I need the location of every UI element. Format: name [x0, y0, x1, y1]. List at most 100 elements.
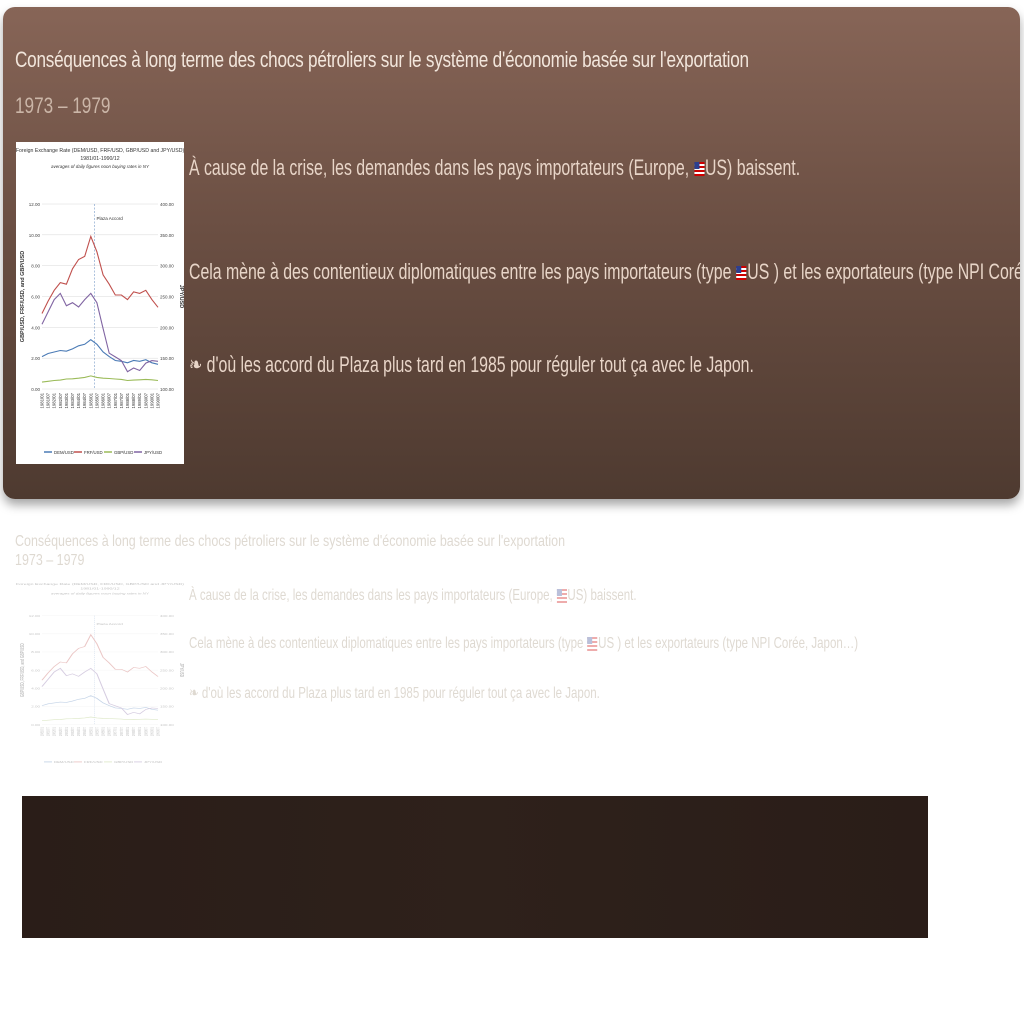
- x-tick-label: 1983/01: [64, 727, 69, 736]
- series-line-frf-usd: [41, 234, 159, 314]
- x-tick-label: 1985/07: [94, 392, 99, 408]
- bullet-2-post: ) et les exportateurs (type NPI Corée, J…: [773, 259, 1020, 284]
- reflection-fleuron-icon: ❧: [189, 685, 199, 702]
- legend-label: GBP/USD: [114, 450, 133, 455]
- reflection-bullet-3-text: d'où les accord du Plaza plus tard en 19…: [198, 685, 600, 702]
- reflection-bullet-3: ❧ d'où les accord du Plaza plus tard en …: [189, 683, 600, 703]
- us-flag-icon: [556, 588, 567, 603]
- legend-label: FRF/USD: [84, 450, 103, 455]
- series-line-jpy-usd: [41, 292, 159, 373]
- slide-title: Conséquences à long terme des chocs pétr…: [15, 47, 749, 72]
- x-tick-label: 1990/01: [150, 727, 155, 736]
- x-tick-label: 1986/07: [107, 392, 112, 408]
- chart-subtitle: 1981/01-1990/12: [80, 587, 120, 591]
- bullet-3-text: d'où les accord du Plaza plus tard en 19…: [202, 352, 754, 377]
- y-tick-label: 2.00: [31, 706, 40, 709]
- legend-label: JPY/USD: [144, 450, 162, 455]
- y2-tick-label: 400.00: [160, 615, 174, 618]
- x-tick-label: 1982/01: [52, 727, 57, 736]
- legend-label: DEM/USD: [54, 450, 74, 455]
- x-tick-label: 1987/07: [119, 392, 124, 408]
- legend-label: JPY/USD: [144, 761, 163, 764]
- reflection-bullet-2-pre: Cela mène à des contentieux diplomatique…: [189, 635, 587, 652]
- reflection-chart: Foreign Exchange Rate (DEM/USD, FRF/USD,…: [16, 579, 185, 769]
- chart-subtitle: 1981/01-1990/12: [80, 156, 119, 162]
- slide-subtitle: 1973 – 1979: [15, 93, 111, 118]
- reflection-bullet-2-flag: US: [598, 635, 615, 652]
- y2-tick-label: 150.00: [160, 706, 174, 709]
- x-tick-label: 1984/07: [83, 727, 88, 736]
- dark-panel: [22, 796, 928, 938]
- y2-tick-label: 250.00: [160, 669, 174, 672]
- series-line-frf-usd: [41, 633, 159, 681]
- bullet-1-pre: À cause de la crise, les demandes dans l…: [189, 155, 694, 180]
- bullet-2: Cela mène à des contentieux diplomatique…: [189, 259, 1020, 285]
- x-tick-label: 1985/01: [88, 392, 93, 408]
- reflection-bullet-1-post: ) baissent.: [583, 587, 637, 604]
- y-tick-label: 4.00: [31, 687, 40, 690]
- x-tick-label: 1987/07: [119, 727, 124, 736]
- x-tick-label: 1988/01: [125, 392, 130, 408]
- legend-label: DEM/USD: [54, 761, 74, 764]
- bullet-1-post: ) baissent.: [727, 155, 801, 180]
- chart-note: averages of daily figures noon buying ra…: [51, 592, 150, 595]
- x-tick-label: 1988/07: [131, 727, 136, 736]
- us-flag-icon: [587, 636, 598, 651]
- bullet-2-flag: US: [747, 259, 770, 284]
- x-tick-label: 1989/01: [138, 727, 143, 736]
- y2-tick-label: 350.00: [160, 633, 174, 636]
- x-tick-label: 1986/07: [107, 727, 112, 736]
- fleuron-bullet-icon: ❧: [189, 352, 203, 377]
- y2-tick-label: 400.00: [160, 202, 174, 207]
- slide-card: Conséquences à long terme des chocs pétr…: [3, 7, 1020, 499]
- series-line-jpy-usd: [41, 667, 159, 715]
- x-tick-label: 1985/01: [89, 727, 94, 736]
- reflection-bullet-1-pre: À cause de la crise, les demandes dans l…: [189, 587, 556, 604]
- y-tick-label: 8.00: [31, 651, 40, 654]
- plaza-accord-label: Plaza Accord: [97, 623, 123, 626]
- y-tick-label: 6.00: [31, 295, 40, 300]
- x-tick-label: 1981/01: [40, 727, 45, 736]
- x-tick-label: 1981/07: [46, 392, 51, 408]
- x-tick-label: 1984/07: [82, 392, 87, 408]
- chart-svg: Foreign Exchange Rate (DEM/USD, FRF/USD,…: [16, 148, 185, 455]
- y-axis-label: GBP/USD, FRF/USD, and GBP/USD: [20, 251, 26, 342]
- us-flag-icon: [736, 266, 747, 281]
- x-tick-label: 1990/07: [156, 727, 161, 736]
- y-tick-label: 0.00: [31, 724, 40, 727]
- plaza-accord-label: Plaza Accord: [97, 216, 124, 221]
- series-line-gbp-usd: [41, 716, 159, 721]
- bullet-1-flag: US: [705, 155, 728, 180]
- x-tick-label: 1982/07: [58, 392, 63, 408]
- y2-tick-label: 200.00: [160, 687, 174, 690]
- x-tick-label: 1984/01: [76, 727, 81, 736]
- bullet-1: À cause de la crise, les demandes dans l…: [189, 155, 800, 181]
- reflection-title: Conséquences à long terme des chocs pétr…: [15, 533, 566, 550]
- legend-label: FRF/USD: [84, 761, 103, 764]
- x-tick-label: 1986/01: [101, 392, 106, 408]
- bullet-3: ❧ d'où les accord du Plaza plus tard en …: [189, 352, 754, 378]
- legend-label: GBP/USD: [114, 761, 134, 764]
- reflection-subtitle: 1973 – 1979: [15, 552, 85, 569]
- x-tick-label: 1987/01: [113, 392, 118, 408]
- x-tick-label: 1987/01: [113, 727, 118, 736]
- x-tick-label: 1981/01: [40, 392, 45, 408]
- x-tick-label: 1983/01: [64, 392, 69, 408]
- series-line-dem-usd: [41, 695, 159, 711]
- y2-tick-label: 350.00: [160, 233, 174, 238]
- y2-axis-label: JPY/USD: [178, 285, 184, 309]
- x-tick-label: 1989/01: [137, 392, 142, 408]
- y2-tick-label: 100.00: [160, 724, 174, 727]
- y2-axis-label: JPY/USD: [179, 663, 184, 677]
- x-tick-label: 1984/01: [76, 392, 81, 408]
- x-tick-label: 1981/07: [46, 727, 51, 736]
- chart-title: Foreign Exchange Rate (DEM/USD, FRF/USD,…: [16, 582, 184, 586]
- y-tick-label: 4.00: [31, 325, 40, 330]
- chart-title: Foreign Exchange Rate (DEM/USD, FRF/USD,…: [16, 148, 184, 154]
- x-tick-label: 1983/07: [70, 727, 75, 736]
- x-tick-label: 1982/01: [52, 392, 57, 408]
- y2-tick-label: 300.00: [160, 651, 174, 654]
- y-tick-label: 12.00: [29, 202, 41, 207]
- y-tick-label: 8.00: [31, 264, 40, 269]
- reflection-bullet-2-post: ) et les exportateurs (type NPI Corée, J…: [614, 635, 859, 652]
